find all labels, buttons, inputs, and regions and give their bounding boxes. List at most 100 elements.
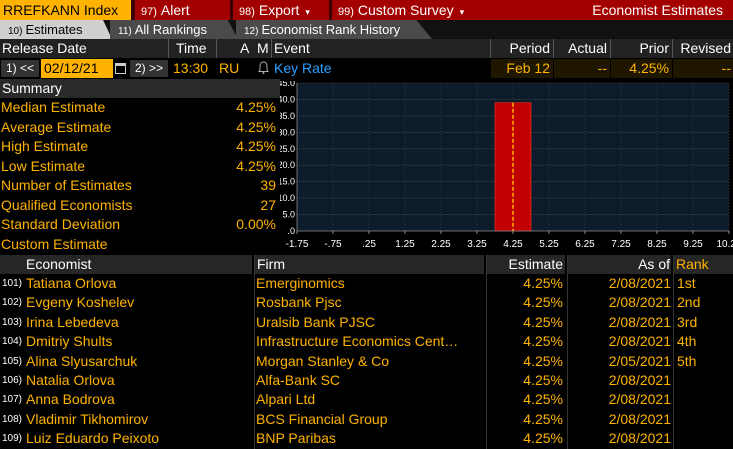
asof-date: 2/08/2021 — [608, 294, 671, 311]
header-a[interactable]: A — [240, 40, 250, 56]
table-row[interactable]: 107) Anna Bodrova Alpari Ltd 4.25% 2/08/2021 — [0, 390, 733, 409]
asof-date: 2/08/2021 — [608, 275, 671, 291]
x-tick-label: .25 — [362, 239, 376, 250]
summary-label: Custom Estimate — [1, 235, 108, 252]
firm-name: BCS Financial Group — [256, 410, 388, 427]
alert-button[interactable]: 97) Alert — [135, 0, 230, 20]
firm-name: Alpari Ltd — [256, 391, 316, 408]
economist-name: Tatiana Orlova — [26, 275, 117, 291]
actual-highlight — [554, 59, 610, 78]
header-revised[interactable]: Revised — [680, 40, 731, 56]
row-index: 108) — [2, 413, 23, 425]
y-tick-label: 35.0 — [280, 111, 295, 121]
x-tick-label: 5.25 — [539, 239, 559, 250]
custom-survey-shortcut: 99) — [338, 6, 354, 18]
bell-icon[interactable] — [258, 61, 269, 74]
col-header-firm[interactable]: Firm — [254, 255, 484, 274]
tab-economist-rank-history[interactable]: 12) Economist Rank History — [236, 20, 432, 39]
header-divider — [490, 39, 491, 58]
tab-estimates[interactable]: 10) Estimates — [0, 20, 112, 39]
row-index: 105) — [2, 355, 23, 367]
header-event[interactable]: Event — [274, 40, 310, 56]
summary-row: Qualified Economists 27 — [0, 196, 276, 216]
event-name-link[interactable]: Key Rate — [274, 60, 332, 76]
x-tick-label: 9.25 — [683, 239, 703, 250]
header-period[interactable]: Period — [509, 40, 550, 56]
summary-row: Low Estimate 4.25% — [0, 157, 276, 177]
header-m[interactable]: M — [257, 40, 269, 56]
alert-shortcut: 97) — [141, 6, 157, 18]
calendar-icon[interactable] — [115, 63, 126, 74]
tab-all-rankings-shortcut: 11) — [118, 26, 132, 37]
row-index: 104) — [2, 336, 23, 348]
table-row[interactable]: 105) Alina Slyusarchuk Morgan Stanley & Co… — [0, 352, 733, 371]
alert-label: Alert — [160, 2, 190, 18]
tab-all-rankings[interactable]: 11) All Rankings — [110, 20, 238, 39]
y-tick-label: 40.0 — [280, 94, 295, 104]
firm-name: Infrastructure Economics Cent… — [256, 333, 459, 350]
col-header-economist[interactable]: Economist — [0, 255, 252, 274]
summary-row: Number of Estimates 39 — [0, 176, 276, 196]
y-tick-label: 30.0 — [280, 127, 295, 137]
estimate-value: 4.25% — [523, 352, 563, 369]
column-divider — [567, 255, 568, 449]
y-tick-label: 25.0 — [280, 144, 295, 154]
x-tick-label: 7.25 — [611, 239, 631, 250]
asof-date: 2/08/2021 — [608, 313, 671, 330]
row-index: 106) — [2, 375, 23, 386]
summary-label: Median Estimate — [1, 99, 106, 115]
col-header-rank[interactable]: Rank — [673, 255, 733, 274]
economist-name: Dmitriy Shults — [26, 333, 113, 350]
header-prior[interactable]: Prior — [639, 40, 669, 56]
column-divider — [486, 255, 487, 449]
x-tick-label: 2.25 — [431, 239, 451, 250]
custom-survey-caret-icon: ▾ — [459, 7, 465, 17]
col-header-asof[interactable]: As of — [567, 255, 671, 274]
table-row[interactable]: 108) Vladimir Tikhomirov BCS Financial Gro… — [0, 410, 733, 429]
table-row[interactable]: 101) Tatiana Orlova Emerginomics 4.25% 2/08/… — [0, 274, 733, 293]
header-divider — [672, 39, 673, 58]
y-tick-label: 15.0 — [280, 177, 295, 187]
estimate-value: 4.25% — [523, 391, 563, 408]
y-tick-label: 20.0 — [280, 160, 295, 170]
table-row[interactable]: 109) Luiz Eduardo Peixoto BNP Paribas 4.25%… — [0, 429, 733, 448]
custom-survey-menu[interactable]: 99) Custom Survey ▾ — [332, 0, 492, 20]
column-divider — [673, 255, 674, 449]
estimate-value: 4.25% — [523, 372, 563, 388]
event-header: Release Date Time A M Event Period Actua… — [0, 39, 733, 58]
rank-value: 2nd — [677, 294, 701, 311]
revised-highlight — [673, 59, 733, 78]
release-date-input[interactable]: 02/12/21 — [41, 59, 113, 78]
summary-title: Summary — [0, 79, 280, 98]
row-index: 107) — [2, 394, 23, 406]
event-country: RU — [219, 60, 240, 76]
row-index: 102) — [2, 297, 23, 309]
tab-estimates-label: Estimates — [25, 22, 83, 37]
tab-rank-history-label: Economist Rank History — [261, 22, 401, 37]
x-tick-label: 3.25 — [467, 239, 487, 250]
asof-date: 2/08/2021 — [608, 391, 671, 408]
rank-value: 4th — [677, 333, 697, 350]
table-row[interactable]: 104) Dmitriy Shults Infrastructure Economi… — [0, 332, 733, 351]
prev-date-button[interactable]: 1) << — [1, 60, 39, 77]
summary-row: Custom Estimate — [0, 235, 276, 255]
header-actual[interactable]: Actual — [568, 40, 607, 56]
export-menu[interactable]: 98) Export ▾ — [233, 0, 329, 20]
ticker-field[interactable]: RREFKANN Index — [0, 0, 131, 20]
next-date-button[interactable]: 2) >> — [130, 60, 168, 77]
col-header-estimate[interactable]: Estimate — [486, 255, 565, 274]
table-row[interactable]: 102) Evgeny Koshelev Rosbank Pjsc 4.25% 2/08… — [0, 293, 733, 312]
table-row[interactable]: 103) Irina Lebedeva Uralsib Bank PJSC 4.25%… — [0, 313, 733, 332]
estimate-value: 4.25% — [523, 313, 563, 330]
table-row[interactable]: 106) Natalia Orlova Alfa-Bank SC 4.25% 2/08/… — [0, 371, 733, 390]
estimate-distribution-chart: 45.0 40.0 35.0 30.0 25.0 20.0 15.0 10.0 5.0 .0 -1.… — [280, 81, 733, 253]
header-time[interactable]: Time — [176, 40, 207, 56]
summary-row: Median Estimate 4.25% — [0, 98, 276, 118]
summary-row: High Estimate 4.25% — [0, 137, 276, 157]
summary-value: 4.25% — [236, 157, 276, 174]
header-release-date[interactable]: Release Date — [2, 40, 87, 56]
economist-name: Vladimir Tikhomirov — [26, 410, 149, 427]
export-label: Export — [258, 2, 300, 18]
economist-name: Irina Lebedeva — [26, 313, 119, 330]
event-time: 13:30 — [173, 60, 209, 76]
